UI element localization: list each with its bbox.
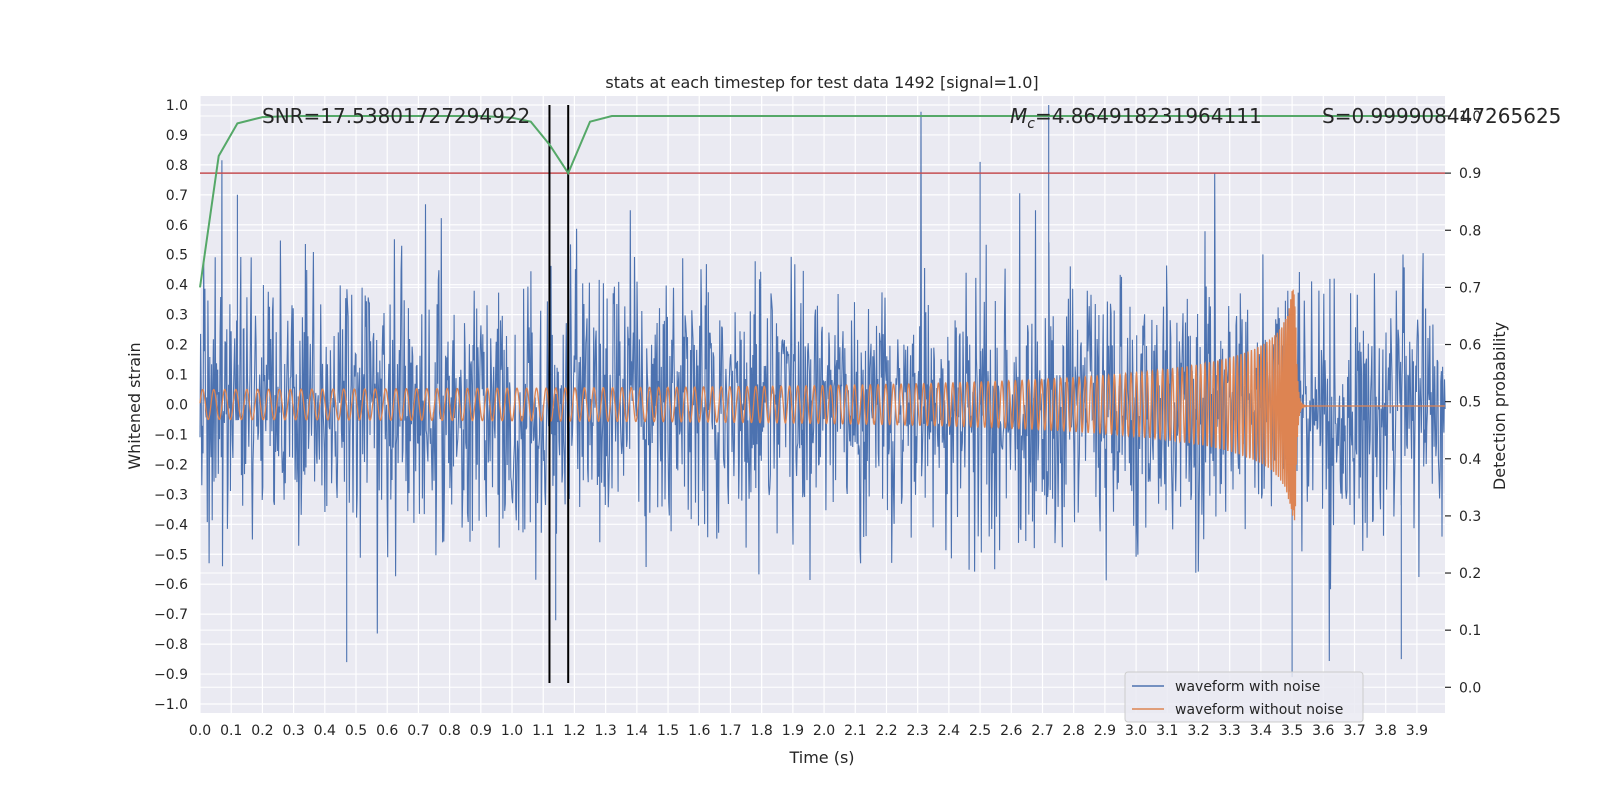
y-tick-label: 0.8: [166, 158, 188, 174]
s-annotation: S=0.999908447265625: [1322, 104, 1561, 128]
x-tick-label: 2.6: [1000, 723, 1022, 739]
x-tick-label: 3.0: [1125, 723, 1147, 739]
x-tick-label: 0.7: [407, 723, 429, 739]
y-tick-label: 0.4: [166, 278, 188, 294]
y-tick-label: −0.9: [154, 667, 188, 683]
overlay-lines: [200, 104, 1445, 684]
x-tick-label: 3.9: [1406, 723, 1428, 739]
chirp-mass-annotation: Mc=4.864918231964111: [1010, 104, 1262, 132]
grid: [199, 96, 1445, 713]
y-axis-label: Whitened strain: [125, 342, 144, 469]
x-tick-label: 3.7: [1343, 723, 1365, 739]
x-tick-label: 0.3: [282, 723, 304, 739]
series-waveform-with-noise: [199, 105, 1446, 678]
x-tick-label: 0.4: [314, 723, 336, 739]
chart-title: stats at each timestep for test data 149…: [605, 73, 1038, 92]
y2-tick-label: 0.9: [1459, 166, 1481, 182]
legend-box: [1124, 671, 1364, 723]
x-tick-label: 3.3: [1219, 723, 1241, 739]
x-tick-label: 3.6: [1312, 723, 1334, 739]
legend-label-clean: waveform without noise: [1175, 702, 1343, 718]
x-tick-label: 2.7: [1031, 723, 1053, 739]
x-tick-label: 0.9: [470, 723, 492, 739]
y-tick-label: 0.7: [166, 188, 188, 204]
y-tick-label: 0.5: [166, 248, 188, 264]
y2-tick-label: 0.4: [1459, 452, 1481, 468]
x-tick-label: 3.2: [1187, 723, 1209, 739]
y-tick-label: 0.6: [166, 218, 188, 234]
y-tick-label: 0.1: [166, 368, 188, 384]
y2-tick-label: 0.0: [1459, 680, 1481, 696]
mc-value: =4.864918231964111: [1035, 104, 1262, 128]
x-tick-label: 1.1: [532, 723, 554, 739]
y-tick-label: 0.2: [166, 338, 188, 354]
y2-tick-label: 0.2: [1459, 566, 1481, 582]
y-tick-label: −0.6: [154, 577, 188, 593]
x-tick-label: 0.1: [220, 723, 242, 739]
x-tick-label: 1.6: [688, 723, 710, 739]
y-tick-label: −0.3: [154, 487, 188, 503]
x-tick-label: 2.9: [1094, 723, 1116, 739]
y2-tick-label: 0.8: [1459, 223, 1481, 239]
x-tick-label: 2.0: [813, 723, 835, 739]
y-tick-label: −0.7: [154, 607, 188, 623]
y2-tick-label: 0.3: [1459, 509, 1481, 525]
y2-axis-label: Detection probability: [1490, 322, 1509, 490]
y-tick-label: 0.3: [166, 308, 188, 324]
x-tick-label: 1.3: [595, 723, 617, 739]
chirp-trace: [199, 289, 1445, 521]
x-tick-label: 3.8: [1375, 723, 1397, 739]
y2-tick-label: 0.6: [1459, 338, 1481, 354]
x-tick-label: 0.5: [345, 723, 367, 739]
legend: waveform with noise waveform without noi…: [1124, 671, 1364, 723]
x-tick-label: 2.5: [969, 723, 991, 739]
y2-tick-label: 0.5: [1459, 395, 1481, 411]
x-tick-label: 0.0: [189, 723, 211, 739]
mc-subscript: c: [1027, 116, 1035, 132]
y-tick-label: 0.9: [166, 128, 188, 144]
probability-trace: [199, 115, 1445, 288]
y-tick-label: −0.8: [154, 637, 188, 653]
x-tick-label: 1.7: [719, 723, 741, 739]
x-tick-label: 3.4: [1250, 723, 1272, 739]
x-tick-label: 1.4: [626, 723, 648, 739]
x-tick-label: 2.3: [907, 723, 929, 739]
y2-tick-label: 0.7: [1459, 280, 1481, 296]
series-waveform-without-noise: [199, 289, 1445, 521]
y-tick-label: −0.5: [154, 547, 188, 563]
y2-tick-label: 1.0: [1459, 109, 1481, 125]
series-detection-probability: [199, 115, 1445, 288]
y2-tick-label: 0.1: [1459, 623, 1481, 639]
y-tick-label: −1.0: [154, 697, 188, 713]
x-tick-label: 2.2: [875, 723, 897, 739]
y-tick-label: 1.0: [166, 98, 188, 114]
x-tick-label: 1.8: [751, 723, 773, 739]
legend-label-noise: waveform with noise: [1175, 679, 1320, 695]
x-tick-label: 2.1: [844, 723, 866, 739]
y-tick-label: −0.1: [154, 427, 188, 443]
x-tick-label: 1.5: [657, 723, 679, 739]
noise-trace: [199, 105, 1446, 678]
x-tick-label: 0.8: [438, 723, 460, 739]
snr-annotation: SNR=17.53801727294922: [262, 104, 530, 128]
x-tick-label: 1.0: [501, 723, 523, 739]
x-tick-label: 0.2: [251, 723, 273, 739]
x-tick-label: 3.1: [1156, 723, 1178, 739]
axis-ticks: 0.0 0.1 0.2 0.3 0.4 0.5 0.6 0.7 0.8 0.9 1.0 1.1 1.2 1…: [154, 98, 1481, 739]
y-tick-label: −0.4: [154, 517, 188, 533]
y-tick-label: −0.2: [154, 457, 188, 473]
x-tick-label: 0.6: [376, 723, 398, 739]
x-tick-label: 2.8: [1063, 723, 1085, 739]
y-tick-label: 0.0: [166, 398, 188, 414]
x-axis-label: Time (s): [788, 748, 854, 767]
mc-symbol: M: [1010, 104, 1027, 128]
x-tick-label: 1.2: [563, 723, 585, 739]
x-tick-label: 2.4: [938, 723, 960, 739]
x-tick-label: 3.5: [1281, 723, 1303, 739]
x-tick-label: 1.9: [782, 723, 804, 739]
